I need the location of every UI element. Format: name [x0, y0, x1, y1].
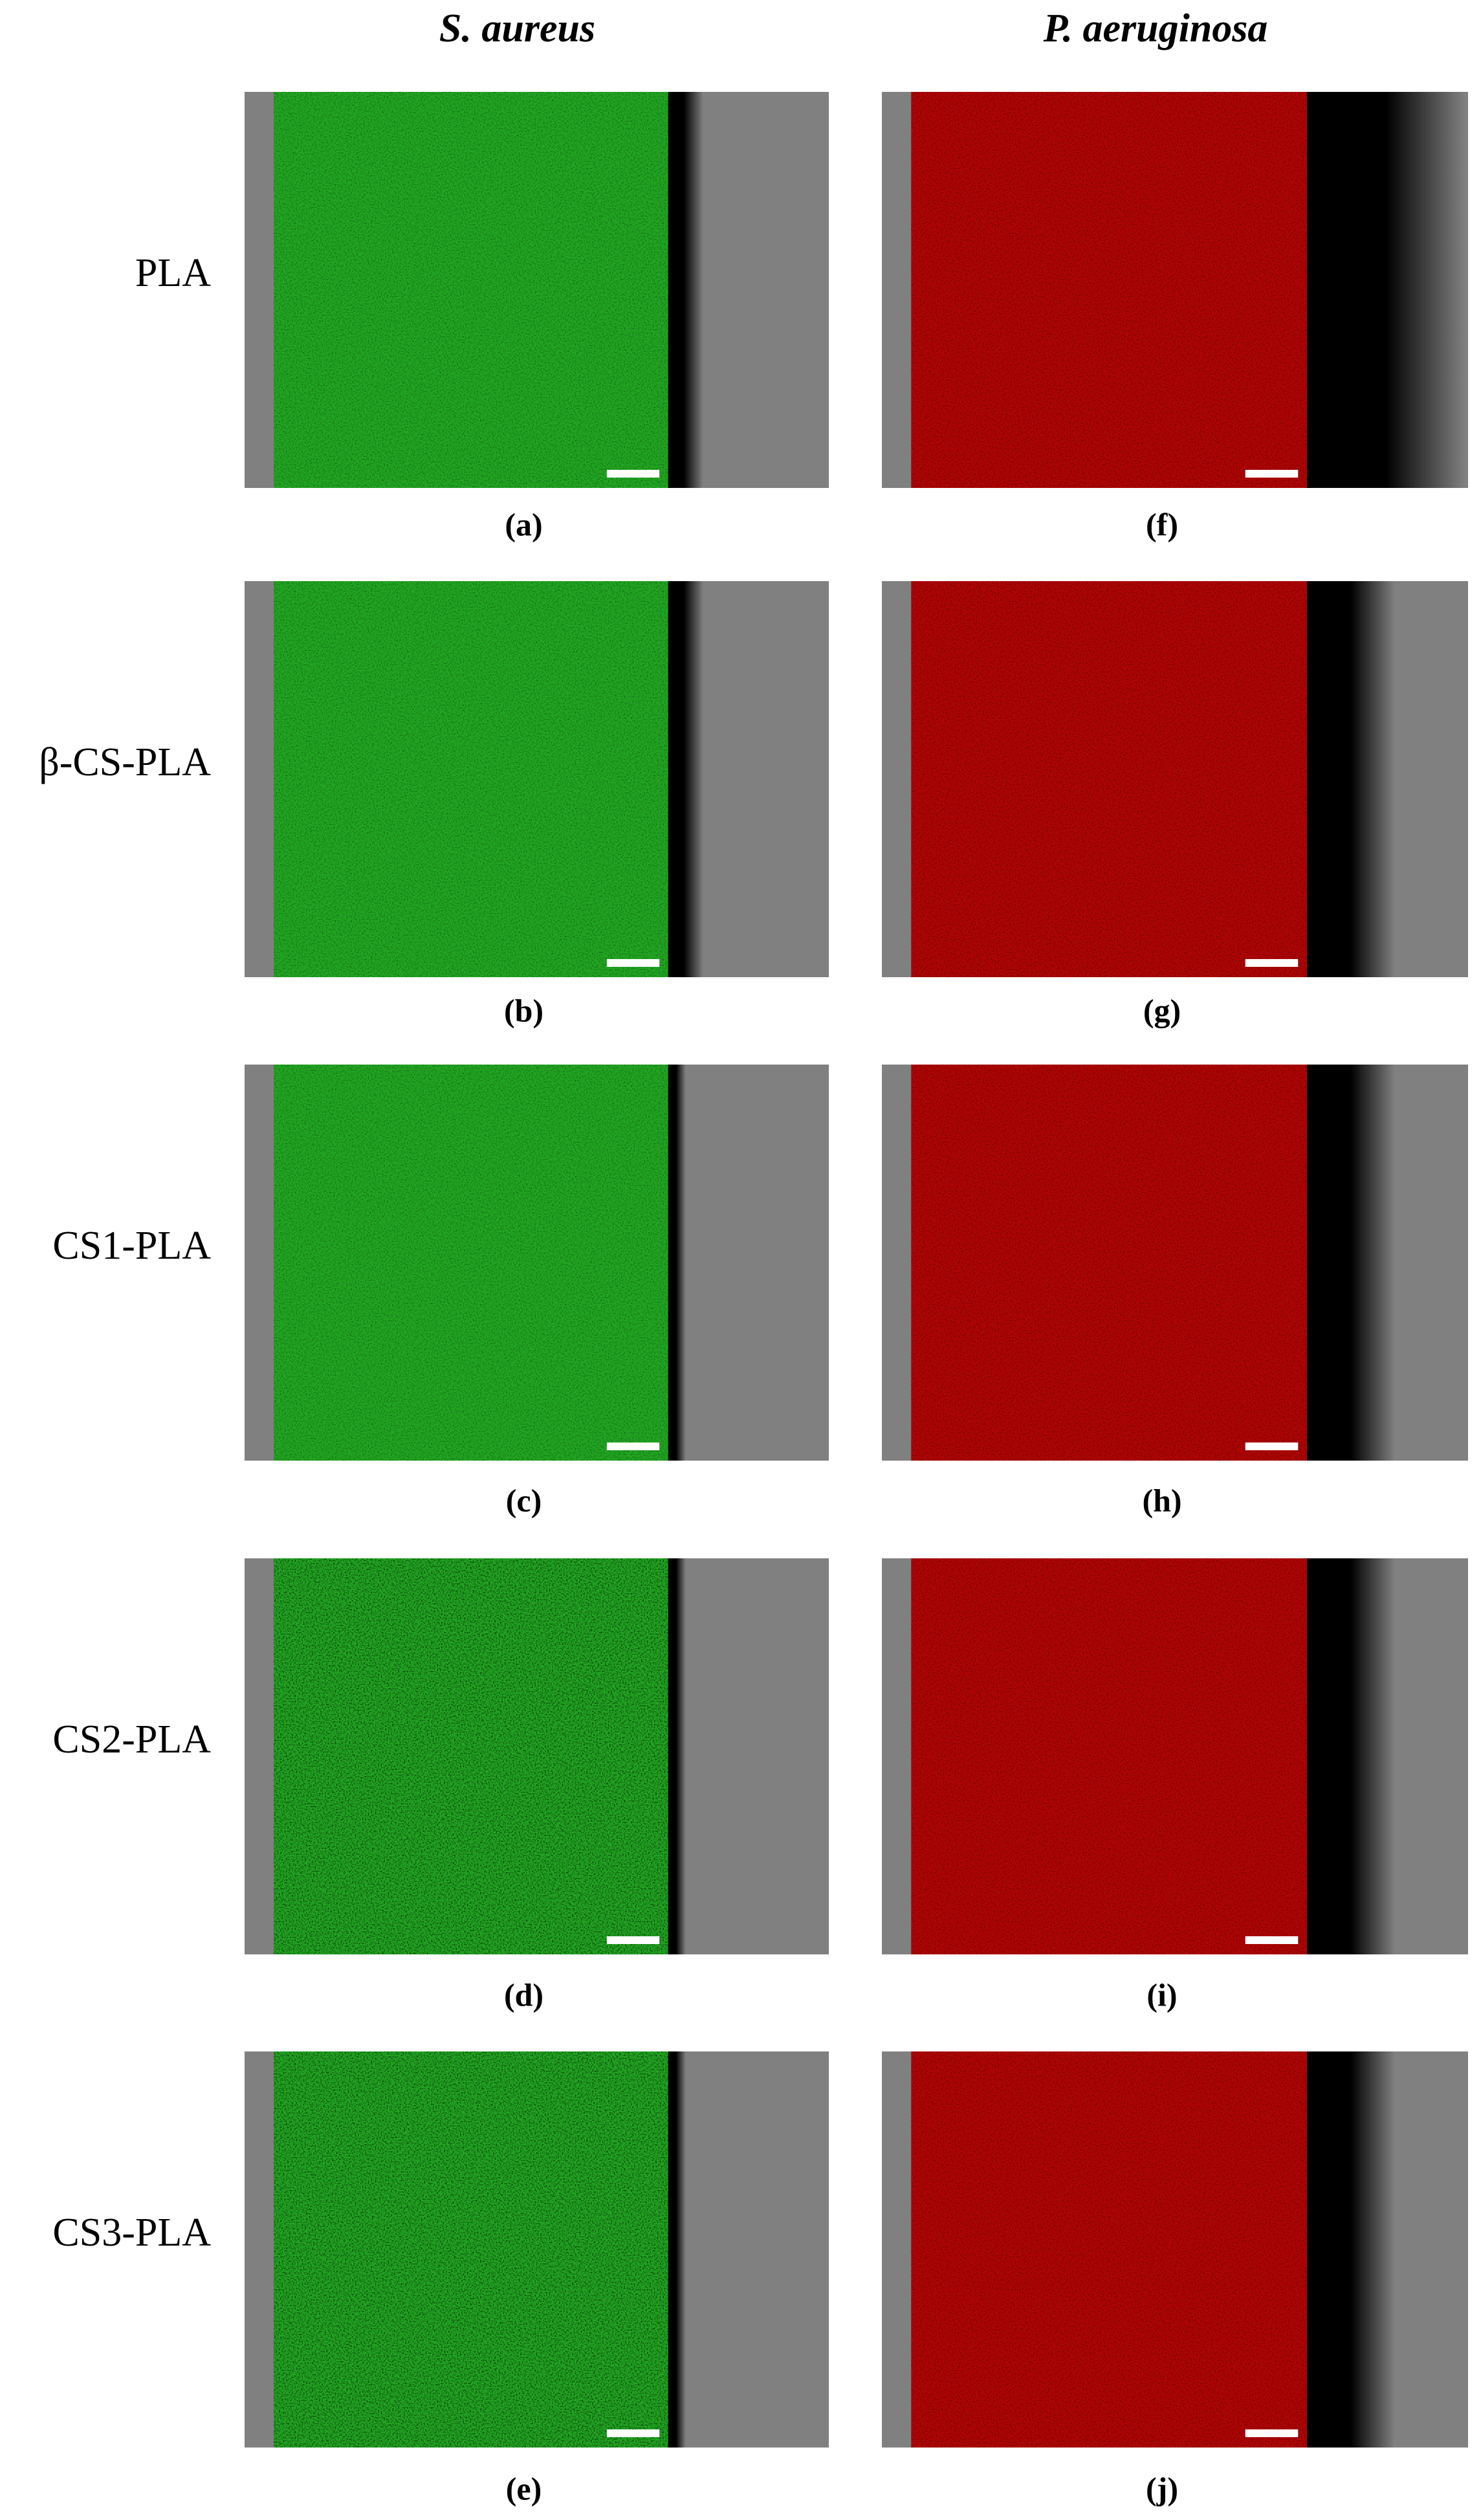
texture	[911, 1065, 1307, 1461]
shadow-band	[1306, 581, 1395, 977]
texture	[274, 1558, 668, 1954]
shadow-band	[1306, 2051, 1395, 2448]
panel-caption: (f)	[1146, 506, 1178, 542]
shadow-band	[668, 581, 703, 977]
panel-caption: (g)	[1143, 992, 1181, 1028]
micrograph-panel	[882, 92, 1468, 488]
micrograph-panel	[882, 1065, 1468, 1461]
texture	[911, 1558, 1307, 1954]
panel-caption: (h)	[1142, 1482, 1181, 1518]
shadow-band	[1306, 1558, 1395, 1954]
texture	[274, 581, 668, 977]
scale-bar	[1245, 470, 1299, 478]
texture	[274, 1065, 668, 1461]
texture	[911, 92, 1307, 488]
shadow-band	[1306, 92, 1465, 488]
scale-bar	[606, 470, 660, 478]
shadow-band	[668, 2051, 686, 2448]
scale-bar	[1245, 2429, 1299, 2437]
row-label: PLA	[135, 251, 211, 295]
texture	[911, 581, 1307, 977]
scale-bar	[1245, 959, 1299, 967]
panel-caption: (d)	[504, 1976, 543, 2013]
panel-caption: (e)	[506, 2470, 542, 2506]
micrograph-panel	[245, 1065, 829, 1461]
micrograph-panel	[245, 581, 829, 977]
shadow-band	[668, 1065, 686, 1461]
micrograph-panel	[245, 92, 829, 488]
row-label: CS2-PLA	[52, 1718, 211, 1762]
micrograph-panel	[245, 2051, 829, 2448]
panel-caption: (a)	[505, 506, 542, 542]
shadow-band	[1306, 1065, 1395, 1461]
texture	[274, 92, 668, 488]
row-label: CS1-PLA	[52, 1224, 211, 1268]
micrograph-panel	[882, 2051, 1468, 2448]
panel-caption: (b)	[504, 992, 543, 1028]
scale-bar	[1245, 1442, 1299, 1450]
micrograph-panel	[882, 581, 1468, 977]
shadow-band	[668, 1558, 686, 1954]
row-label: CS3-PLA	[52, 2211, 211, 2255]
column-header: S. aureus	[439, 6, 595, 50]
micrograph-panel	[882, 1558, 1468, 1954]
panel-caption: (i)	[1146, 1976, 1177, 2013]
scale-bar	[606, 1442, 660, 1450]
texture	[911, 2051, 1307, 2448]
shadow-band	[668, 92, 703, 488]
scale-bar	[1245, 1936, 1299, 1944]
panel-caption: (c)	[506, 1482, 542, 1518]
texture	[274, 2051, 668, 2448]
scale-bar	[606, 1936, 660, 1944]
panel-caption: (j)	[1146, 2470, 1178, 2506]
scale-bar	[606, 959, 660, 967]
scale-bar	[606, 2429, 660, 2437]
micrograph-panel	[245, 1558, 829, 1954]
row-label: β-CS-PLA	[39, 740, 211, 784]
column-header: P. aeruginosa	[1043, 6, 1268, 50]
